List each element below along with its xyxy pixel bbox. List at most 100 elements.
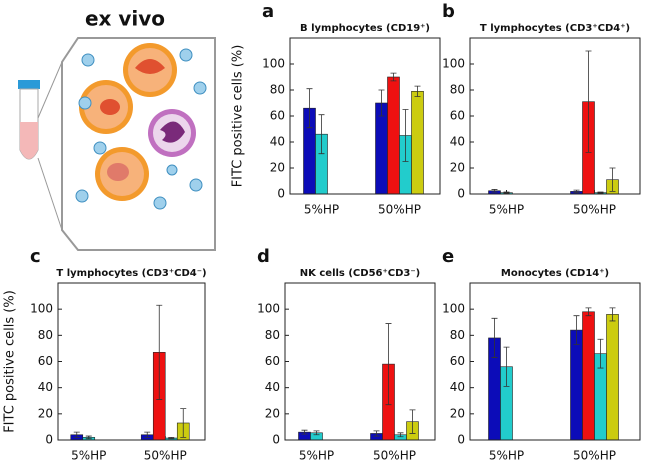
y-tick-label: 20 — [38, 406, 53, 420]
error-bar — [503, 346, 510, 387]
y-tick-label: 80 — [270, 83, 285, 97]
error-bar — [414, 85, 421, 97]
bar — [570, 329, 583, 441]
axes-box — [284, 282, 436, 441]
error-bar — [180, 408, 187, 438]
error-bar — [609, 167, 616, 192]
error-bar — [85, 435, 92, 440]
tube-blood — [20, 122, 38, 159]
x-tick-label: 50%HP — [573, 449, 616, 463]
error-bar — [373, 430, 380, 437]
illustration-title: ex vivo — [85, 7, 165, 31]
axes-box — [469, 37, 641, 195]
axes-box — [469, 282, 641, 441]
chart-title: B lymphocytes (CD19⁺) — [300, 23, 430, 34]
error-bar — [573, 315, 580, 345]
error-bar — [378, 89, 385, 117]
y-tick-label: 60 — [265, 354, 280, 368]
zoom-line — [37, 157, 63, 231]
bar — [387, 76, 400, 195]
y-tick-label: 60 — [270, 109, 285, 123]
panel-label: b — [442, 1, 455, 22]
error-bar — [585, 50, 592, 153]
error-bar — [409, 409, 416, 434]
panel-label: d — [257, 246, 270, 267]
error-bar — [306, 88, 313, 129]
zoom-line — [37, 61, 63, 119]
y-tick-label: 60 — [450, 109, 465, 123]
y-tick-label: 0 — [457, 187, 465, 201]
error-bar — [402, 109, 409, 162]
y-tick-label: 40 — [450, 135, 465, 149]
y-tick-label: 80 — [265, 328, 280, 342]
error-bar — [585, 307, 592, 317]
error-bar — [573, 189, 580, 194]
y-tick-label: 100 — [30, 302, 53, 316]
y-tick-label: 100 — [262, 57, 285, 71]
panel-label: c — [30, 246, 41, 267]
bar — [582, 311, 595, 441]
nucleus — [160, 121, 185, 143]
error-bar — [503, 191, 510, 194]
error-bar — [597, 338, 604, 369]
nucleus — [100, 99, 120, 115]
y-tick-label: 40 — [450, 380, 465, 394]
y-tick-label: 20 — [450, 406, 465, 420]
error-bar — [385, 323, 392, 406]
y-tick-label: 20 — [265, 406, 280, 420]
error-bar — [73, 431, 80, 438]
y-tick-label: 80 — [450, 328, 465, 342]
error-bar — [609, 307, 616, 322]
x-tick-label: 50%HP — [573, 203, 616, 217]
y-tick-label: 0 — [272, 433, 280, 447]
y-tick-label: 60 — [38, 354, 53, 368]
error-bar — [491, 189, 498, 193]
panel-label: e — [442, 246, 454, 267]
y-tick-label: 0 — [45, 433, 53, 447]
error-bar — [301, 429, 308, 435]
y-tick-label: 100 — [442, 302, 465, 316]
y-tick-label: 40 — [270, 135, 285, 149]
y-tick-label: 80 — [450, 83, 465, 97]
x-tick-label: 5%HP — [71, 449, 106, 463]
y-tick-label: 60 — [450, 354, 465, 368]
y-tick-label: 0 — [277, 187, 285, 201]
error-bar — [491, 317, 498, 358]
bar — [375, 102, 388, 195]
y-tick-label: 20 — [270, 161, 285, 175]
error-bar — [597, 191, 604, 194]
y-tick-label: 40 — [265, 380, 280, 394]
y-axis-label: FITC positive cells (%) — [231, 45, 246, 188]
x-tick-label: 5%HP — [304, 203, 339, 217]
y-tick-label: 0 — [457, 433, 465, 447]
chart-title: T lymphocytes (CD3⁺CD4⁻) — [56, 268, 206, 279]
tube-cap — [18, 80, 40, 89]
error-bar — [318, 114, 325, 155]
error-bar — [397, 432, 404, 438]
x-tick-label: 5%HP — [489, 449, 524, 463]
chart-title: Monocytes (CD14⁺) — [501, 268, 609, 279]
y-axis-label: FITC positive cells (%) — [3, 290, 18, 433]
x-tick-label: 50%HP — [144, 449, 187, 463]
error-bar — [156, 304, 163, 400]
error-bar — [390, 72, 397, 82]
x-tick-label: 50%HP — [373, 449, 416, 463]
nucleus — [107, 163, 129, 181]
bar — [411, 91, 424, 195]
bar — [606, 314, 619, 441]
chart-title: NK cells (CD56⁺CD3⁻) — [300, 268, 420, 279]
x-tick-label: 5%HP — [489, 203, 524, 217]
nucleus — [135, 59, 165, 74]
y-tick-label: 20 — [450, 161, 465, 175]
illustration: ex vivo — [18, 7, 216, 251]
x-tick-label: 5%HP — [299, 449, 334, 463]
x-tick-label: 50%HP — [378, 203, 421, 217]
error-bar — [168, 436, 175, 440]
particles — [75, 48, 207, 210]
error-bar — [144, 431, 151, 438]
error-bar — [313, 430, 320, 436]
panel-label: a — [262, 1, 274, 22]
y-tick-label: 100 — [257, 302, 280, 316]
chart-title: T lymphocytes (CD3⁺CD4⁺) — [480, 23, 630, 34]
